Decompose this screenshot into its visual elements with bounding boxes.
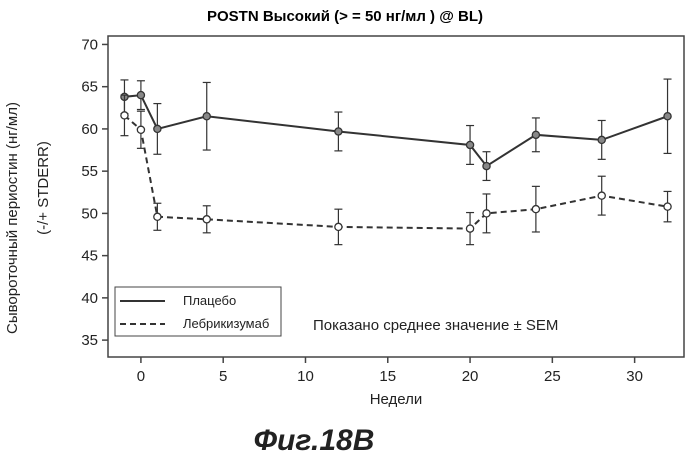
x-tick-label: 5 [219, 368, 227, 385]
data-point [483, 162, 490, 169]
legend-label-placebo: Плацебо [183, 293, 236, 308]
figure-caption: Фиг.18B [254, 424, 375, 457]
data-point [154, 213, 161, 220]
data-point [532, 131, 539, 138]
data-point [466, 141, 473, 148]
data-point [203, 113, 210, 120]
x-tick-label: 25 [544, 368, 561, 385]
series-0 [120, 79, 671, 180]
annotation-mean-sem: Показано среднее значение ± SEM [313, 317, 558, 334]
data-point [137, 126, 144, 133]
y-tick-label: 40 [81, 290, 98, 307]
series-line [124, 115, 667, 228]
y-tick-label: 65 [81, 79, 98, 96]
series-layer [120, 79, 671, 245]
y-axis-label-line1: Сывороточный периостин (нг/мл) [4, 102, 21, 334]
y-axis-label-line2: (-/+ STDERR) [35, 141, 52, 235]
y-tick-label: 60 [81, 121, 98, 138]
data-point [203, 216, 210, 223]
data-point [532, 206, 539, 213]
chart-title: POSTN Высокий (> = 50 нг/мл ) @ BL) [207, 8, 483, 25]
y-tick-label: 35 [81, 332, 98, 349]
y-axis: 35 40 45 50 55 60 65 70 [81, 36, 108, 349]
data-point [335, 223, 342, 230]
data-point [335, 128, 342, 135]
y-tick-label: 45 [81, 248, 98, 265]
y-tick-label: 50 [81, 205, 98, 222]
data-point [664, 203, 671, 210]
data-point [664, 113, 671, 120]
x-axis-label: Недели [370, 391, 423, 408]
data-point [598, 192, 605, 199]
series-line [124, 95, 667, 166]
x-tick-label: 20 [462, 368, 479, 385]
x-axis: 0 5 10 15 20 25 30 [137, 357, 643, 385]
x-tick-label: 10 [297, 368, 314, 385]
data-point [466, 225, 473, 232]
data-point [154, 125, 161, 132]
data-point [121, 112, 128, 119]
legend-label-lebrikizumab: Лебрикизумаб [183, 316, 269, 331]
legend: Плацебо Лебрикизумаб [115, 287, 281, 336]
x-tick-label: 0 [137, 368, 145, 385]
data-point [598, 136, 605, 143]
data-point [483, 210, 490, 217]
data-point [137, 92, 144, 99]
y-tick-label: 55 [81, 163, 98, 180]
y-tick-label: 70 [81, 36, 98, 53]
x-tick-label: 30 [626, 368, 643, 385]
x-tick-label: 15 [379, 368, 396, 385]
